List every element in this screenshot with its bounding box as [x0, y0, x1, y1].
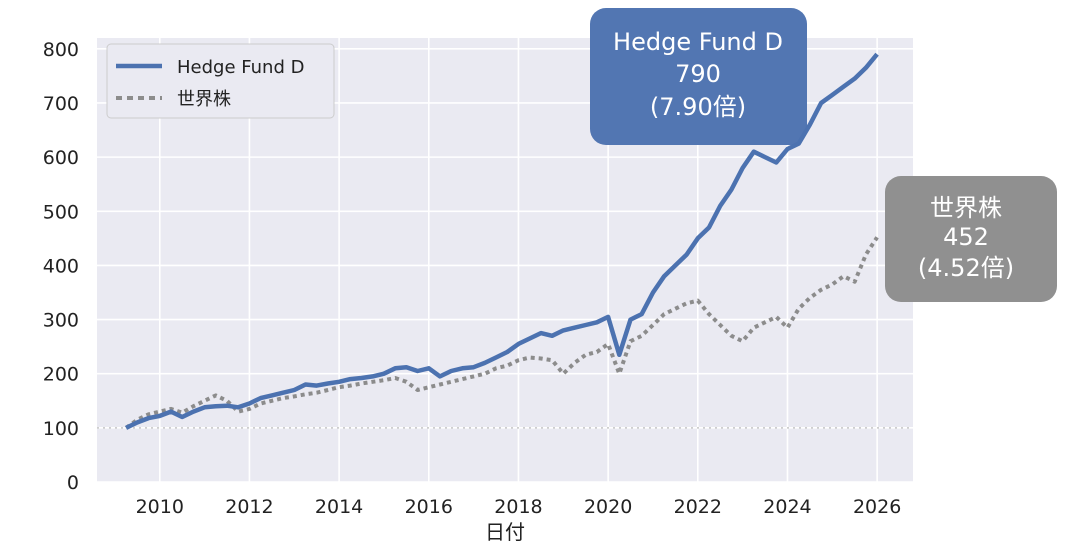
x-tick-label: 2022: [674, 496, 722, 518]
y-axis-ticks: 0 100 200 300 400 500 600 700 800: [43, 39, 79, 494]
y-tick-label: 400: [43, 255, 79, 277]
y-tick-label: 700: [43, 93, 79, 115]
x-axis-ticks: 2010 2012 2014 2016 2018 2020 2022 2024 2026: [136, 496, 902, 518]
y-tick-label: 600: [43, 147, 79, 169]
callout-box-hedge-fund: [590, 8, 807, 145]
y-tick-label: 500: [43, 201, 79, 223]
callout-box-world-equity: [885, 176, 1057, 302]
x-tick-label: 2020: [584, 496, 632, 518]
callout-value-hedge-fund: 790: [675, 60, 721, 88]
series-layer: [124, 52, 879, 430]
legend-label-world-equity: 世界株: [177, 89, 231, 110]
series-line-hedge-fund: [125, 52, 879, 430]
callout-ratio-world-equity: (4.52倍): [918, 254, 1014, 282]
y-tick-label: 0: [67, 472, 79, 494]
y-tick-label: 100: [43, 418, 79, 440]
callout-value-world-equity: 452: [943, 223, 989, 251]
legend-label-hedge-fund: Hedge Fund D: [177, 57, 304, 78]
callout-title-world-equity: 世界株: [930, 194, 1002, 222]
y-tick-label: 200: [43, 364, 79, 386]
legend-box: [106, 43, 335, 119]
x-axis-label: 日付: [485, 520, 525, 544]
x-tick-label: 2018: [494, 496, 542, 518]
x-tick-label: 2012: [225, 496, 273, 518]
legend: Hedge Fund D 世界株: [106, 43, 335, 119]
y-tick-label: 800: [43, 39, 79, 61]
series-line-world-equity: [124, 236, 879, 430]
x-tick-label: 2024: [763, 496, 811, 518]
y-tick-label: 300: [43, 310, 79, 332]
x-tick-label: 2010: [136, 496, 184, 518]
x-tick-label: 2016: [405, 496, 453, 518]
callout-ratio-hedge-fund: (7.90倍): [650, 93, 746, 121]
x-tick-label: 2014: [315, 496, 363, 518]
x-tick-label: 2026: [853, 496, 901, 518]
callout-title-hedge-fund: Hedge Fund D: [613, 28, 783, 56]
callout-world-equity: 世界株 452 (4.52倍): [885, 176, 1057, 302]
callout-hedge-fund: Hedge Fund D 790 (7.90倍): [590, 8, 807, 145]
